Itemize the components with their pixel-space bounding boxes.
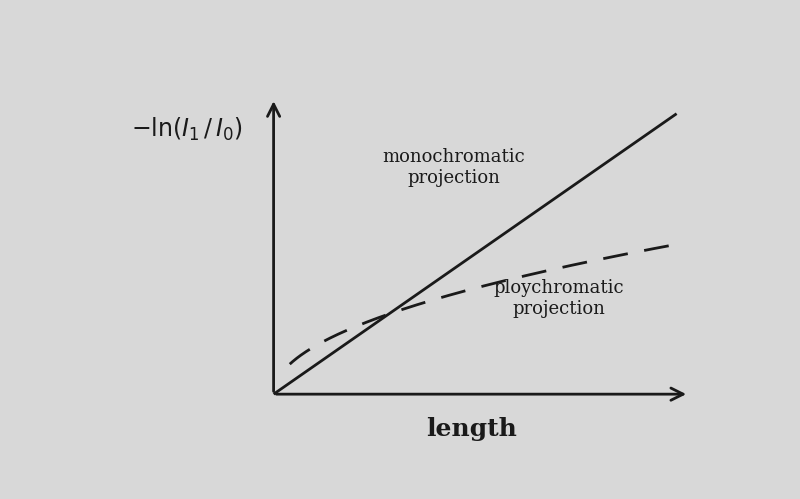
Text: length: length [426, 417, 518, 441]
Text: ploychromatic
projection: ploychromatic projection [494, 279, 624, 317]
Text: monochromatic
projection: monochromatic projection [382, 148, 525, 187]
Text: $-\ln(I_1\,/\,I_0)$: $-\ln(I_1\,/\,I_0)$ [131, 115, 242, 143]
